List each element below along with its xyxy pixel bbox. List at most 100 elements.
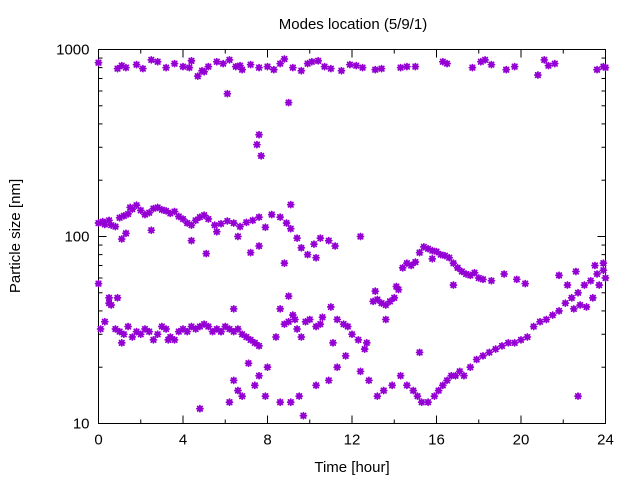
data-point: [430, 392, 439, 401]
data-point: [424, 398, 432, 407]
data-point: [561, 299, 570, 308]
data-point: [124, 322, 132, 331]
data-point: [229, 305, 238, 313]
data-point: [301, 317, 310, 326]
data-point: [193, 72, 202, 81]
data-point: [200, 320, 209, 329]
data-point: [179, 325, 187, 333]
data-point: [107, 221, 116, 230]
data-point: [162, 63, 170, 72]
data-point: [333, 363, 342, 372]
data-point: [381, 301, 390, 309]
data-point: [288, 311, 297, 319]
data-point: [293, 325, 301, 333]
data-point: [145, 327, 154, 336]
data-point: [403, 381, 411, 390]
data-point: [352, 61, 361, 70]
data-point: [253, 140, 261, 149]
data-point: [299, 411, 308, 420]
data-point: [117, 235, 126, 243]
data-point: [318, 313, 327, 322]
data-point: [113, 293, 122, 302]
data-point: [451, 371, 460, 380]
data-point: [312, 322, 320, 331]
x-tick-label: 12: [344, 432, 361, 449]
data-point: [303, 59, 312, 68]
data-point: [280, 259, 289, 268]
data-point: [341, 351, 350, 360]
data-point: [474, 274, 483, 282]
data-point: [599, 259, 608, 268]
data-point: [100, 317, 109, 326]
data-point: [291, 315, 299, 324]
data-point: [141, 210, 149, 219]
chart-title: Modes location (5/9/1): [279, 16, 427, 33]
data-point: [487, 60, 496, 69]
x-tick-label: 4: [179, 432, 187, 449]
data-point: [449, 281, 458, 289]
data-point: [217, 327, 225, 336]
data-point: [119, 330, 128, 339]
data-point: [297, 243, 306, 252]
data-point: [415, 348, 424, 357]
data-point: [223, 89, 232, 98]
data-point: [238, 65, 247, 74]
data-point: [115, 213, 124, 222]
data-point: [105, 293, 113, 302]
data-point: [466, 363, 475, 372]
data-point: [316, 234, 325, 243]
data-point: [339, 320, 348, 329]
data-point: [310, 240, 318, 249]
data-point: [286, 224, 295, 233]
data-point: [217, 219, 225, 228]
data-point: [261, 223, 270, 232]
data-point: [356, 367, 365, 376]
data-point: [517, 335, 525, 344]
data-point: [512, 275, 521, 284]
data-point: [479, 275, 487, 284]
data-point: [369, 297, 378, 306]
data-point: [403, 259, 411, 268]
data-point: [574, 288, 582, 297]
data-point: [187, 56, 196, 65]
data-point: [255, 213, 263, 221]
x-axis-ticks: 0 4 8 12 16 20 24: [94, 49, 614, 449]
data-point: [523, 333, 532, 341]
data-point: [122, 63, 130, 72]
data-point: [170, 335, 179, 344]
data-point: [191, 216, 200, 225]
data-point: [149, 335, 158, 344]
data-point: [162, 325, 170, 333]
data-point: [601, 63, 610, 72]
data-point: [386, 297, 394, 306]
data-point: [333, 315, 342, 324]
data-point: [196, 404, 204, 413]
data-point: [105, 299, 113, 308]
data-point: [200, 67, 209, 76]
data-point: [255, 130, 263, 139]
data-point: [255, 242, 263, 250]
data-point: [250, 381, 259, 390]
x-axis-label: Time [hour]: [314, 459, 389, 476]
data-point: [485, 348, 494, 357]
data-point: [417, 398, 426, 407]
data-point: [348, 330, 356, 339]
data-point: [162, 207, 170, 215]
data-point: [238, 330, 247, 339]
data-point: [534, 71, 542, 79]
data-point: [381, 315, 390, 324]
data-point: [132, 201, 141, 210]
data-point: [225, 55, 234, 64]
data-point: [117, 61, 126, 70]
data-point: [122, 229, 130, 238]
data-point: [396, 63, 405, 72]
data-point: [196, 213, 204, 221]
data-point: [141, 325, 149, 333]
data-point: [126, 203, 135, 212]
data-point: [479, 351, 487, 360]
data-point: [362, 338, 371, 347]
data-point: [111, 222, 120, 231]
data-point: [574, 392, 582, 401]
data-point: [472, 355, 481, 364]
data-point: [396, 371, 405, 380]
